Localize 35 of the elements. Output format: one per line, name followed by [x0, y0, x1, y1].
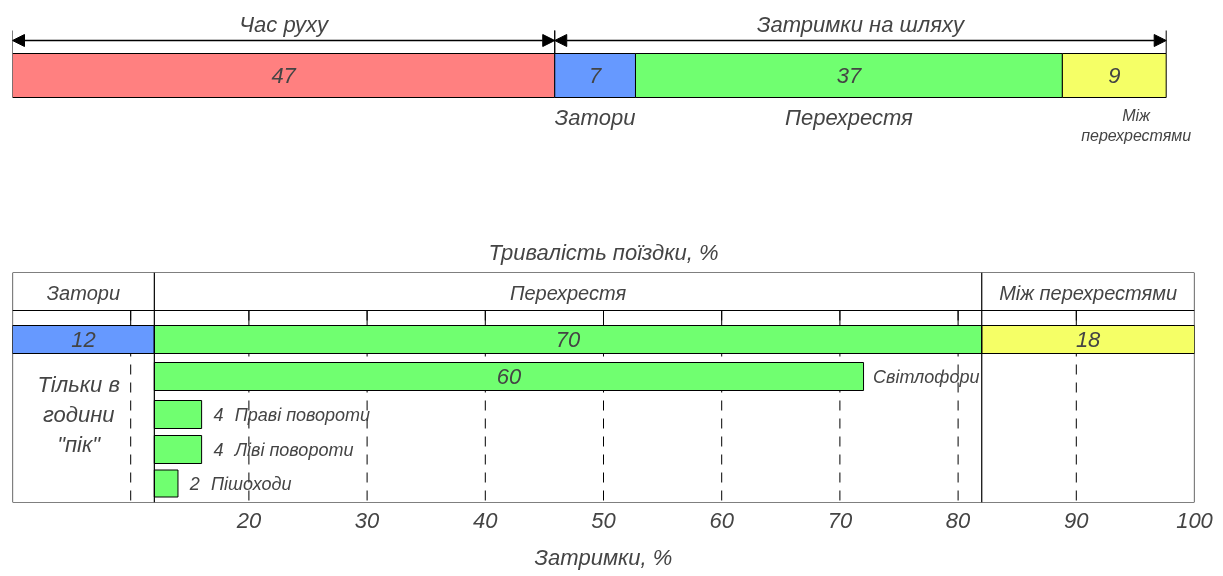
y-tick-label: Ліві повороти	[233, 439, 354, 460]
data-label: 4	[213, 405, 224, 425]
annotation: Тільки в години "пік"	[37, 372, 120, 457]
series-label: Перехрестя	[509, 281, 627, 304]
x-tick-label: 60	[709, 507, 735, 533]
x-tick-label: 50	[591, 507, 617, 533]
x-tick-label: 100	[1176, 507, 1214, 533]
data-label: 37	[836, 63, 862, 88]
data-label: 47	[271, 63, 297, 88]
series-label: Між перехрестями	[1081, 106, 1192, 145]
x-tick-label: 20	[235, 507, 262, 533]
x-axis-title: Затримки, %	[534, 544, 673, 570]
data-label: 4	[213, 440, 224, 460]
data-label: 9	[1108, 63, 1121, 88]
series-label: Перехрестя	[785, 105, 914, 130]
x-tick-label: 40	[473, 507, 499, 533]
series-label: Час руху	[239, 12, 330, 37]
x-tick-label: 70	[827, 507, 853, 533]
data-label: 7	[589, 63, 602, 88]
data-label: 70	[555, 327, 582, 352]
series-label: Між перехрестями	[999, 281, 1178, 304]
x-tick-label: 30	[354, 507, 381, 533]
data-label: 60	[496, 364, 522, 389]
data-label: 12	[71, 327, 96, 352]
series-label: Затори	[46, 281, 121, 304]
y-tick-label: Пішоходи	[211, 473, 292, 494]
chart-title: Тривалість поїздки, %	[488, 239, 719, 265]
text: Затримки на шляху	[756, 12, 966, 37]
series-label: Затори	[554, 105, 636, 130]
data-label: 2	[188, 474, 200, 494]
data-label: 18	[1075, 327, 1102, 352]
x-tick-label: 80	[945, 507, 972, 533]
y-tick-label: Праві повороти	[234, 404, 371, 425]
y-tick-label: Світлофори	[873, 366, 980, 387]
x-tick-label: 90	[1064, 507, 1090, 533]
